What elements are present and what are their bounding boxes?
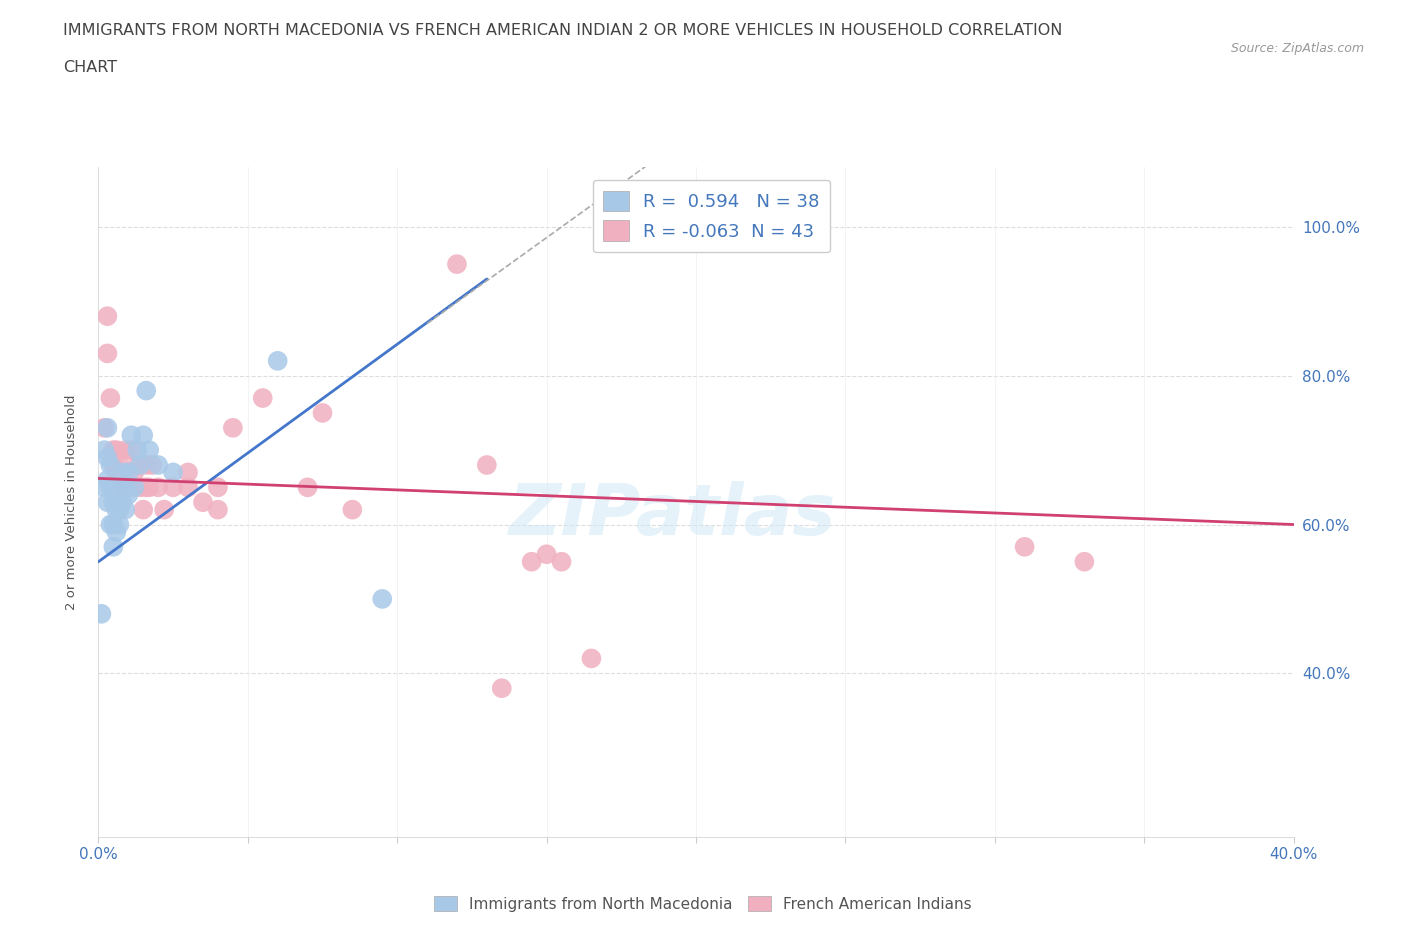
Point xyxy=(108,480,131,495)
Point xyxy=(475,458,498,472)
Point xyxy=(90,606,112,621)
Point xyxy=(207,502,229,517)
Point xyxy=(267,353,290,368)
Point xyxy=(1014,539,1036,554)
Point xyxy=(153,502,176,517)
Point xyxy=(520,554,543,569)
Point xyxy=(581,651,603,666)
Point xyxy=(148,458,170,472)
Point xyxy=(93,420,115,435)
Point xyxy=(105,443,128,458)
Point xyxy=(96,450,118,465)
Point xyxy=(127,458,149,472)
Point xyxy=(141,458,163,472)
Point xyxy=(135,458,157,472)
Point xyxy=(114,502,136,517)
Point xyxy=(550,554,572,569)
Point xyxy=(138,443,160,458)
Point xyxy=(111,465,134,480)
Legend: R =  0.594   N = 38, R = -0.063  N = 43: R = 0.594 N = 38, R = -0.063 N = 43 xyxy=(592,179,831,252)
Y-axis label: 2 or more Vehicles in Household: 2 or more Vehicles in Household xyxy=(65,394,77,610)
Point xyxy=(117,465,139,480)
Point xyxy=(162,465,184,480)
Point xyxy=(536,547,558,562)
Point xyxy=(100,391,122,405)
Point xyxy=(93,480,115,495)
Point xyxy=(114,480,136,495)
Point xyxy=(127,443,149,458)
Point xyxy=(103,539,125,554)
Point xyxy=(222,420,245,435)
Point xyxy=(252,391,274,405)
Point xyxy=(311,405,333,420)
Point xyxy=(96,472,118,487)
Point xyxy=(132,502,155,517)
Point xyxy=(129,458,152,472)
Point xyxy=(108,502,131,517)
Point xyxy=(117,480,139,495)
Point xyxy=(93,443,115,458)
Point xyxy=(446,257,468,272)
Point xyxy=(105,465,128,480)
Point xyxy=(124,465,146,480)
Point xyxy=(96,309,118,324)
Point xyxy=(100,480,122,495)
Point xyxy=(148,480,170,495)
Text: IMMIGRANTS FROM NORTH MACEDONIA VS FRENCH AMERICAN INDIAN 2 OR MORE VEHICLES IN : IMMIGRANTS FROM NORTH MACEDONIA VS FRENC… xyxy=(63,23,1063,38)
Text: Source: ZipAtlas.com: Source: ZipAtlas.com xyxy=(1230,42,1364,55)
Point xyxy=(342,502,364,517)
Point xyxy=(177,480,200,495)
Point xyxy=(103,495,125,510)
Point xyxy=(105,480,128,495)
Point xyxy=(111,495,134,510)
Legend: Immigrants from North Macedonia, French American Indians: Immigrants from North Macedonia, French … xyxy=(427,889,979,918)
Point xyxy=(105,502,128,517)
Point xyxy=(191,495,214,510)
Point xyxy=(1073,554,1095,569)
Point xyxy=(120,428,142,443)
Point xyxy=(103,480,125,495)
Point xyxy=(297,480,319,495)
Point xyxy=(207,480,229,495)
Point xyxy=(114,443,136,458)
Point xyxy=(491,681,513,696)
Point xyxy=(124,480,146,495)
Point xyxy=(132,428,155,443)
Point xyxy=(105,525,128,539)
Point xyxy=(103,443,125,458)
Point xyxy=(100,458,122,472)
Text: CHART: CHART xyxy=(63,60,117,75)
Point xyxy=(138,480,160,495)
Point xyxy=(177,465,200,480)
Point xyxy=(100,517,122,532)
Point xyxy=(96,420,118,435)
Point xyxy=(135,480,157,495)
Text: ZIPatlas: ZIPatlas xyxy=(509,481,835,550)
Point xyxy=(96,346,118,361)
Point xyxy=(111,480,134,495)
Point xyxy=(117,487,139,502)
Point xyxy=(135,383,157,398)
Point xyxy=(371,591,394,606)
Point xyxy=(162,480,184,495)
Point xyxy=(108,458,131,472)
Point xyxy=(120,443,142,458)
Point xyxy=(129,480,152,495)
Point xyxy=(103,517,125,532)
Point xyxy=(103,458,125,472)
Point xyxy=(108,517,131,532)
Point xyxy=(96,495,118,510)
Point xyxy=(105,495,128,510)
